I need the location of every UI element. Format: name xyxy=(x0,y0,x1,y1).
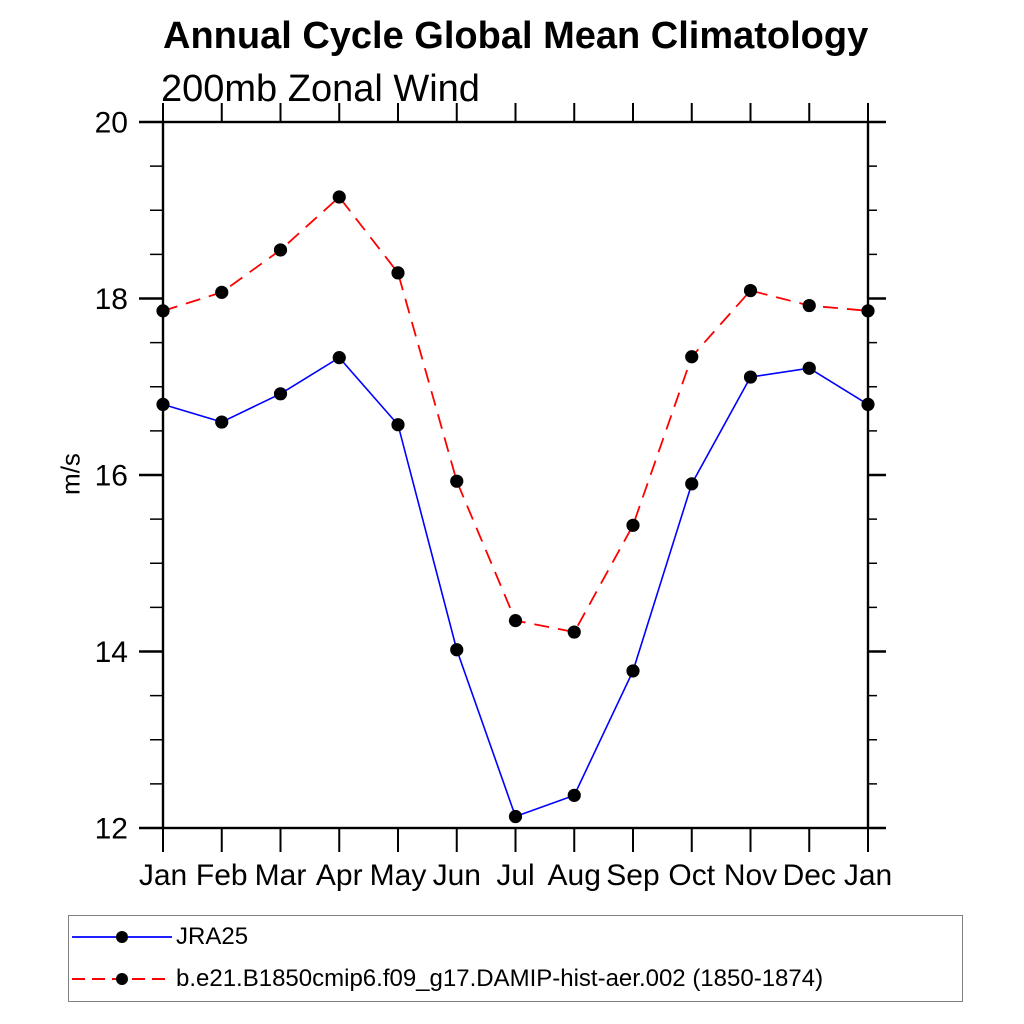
x-axis-tick-label: Dec xyxy=(783,859,836,892)
data-point-marker xyxy=(391,418,405,432)
data-point-marker xyxy=(743,370,758,384)
legend-line-sample xyxy=(72,973,172,985)
data-point-marker xyxy=(626,664,640,678)
y-axis-tick-label: 12 xyxy=(95,813,128,846)
chart-title: Annual Cycle Global Mean Climatology xyxy=(163,15,869,57)
legend-label: b.e21.B1850cmip6.f09_g17.DAMIP-hist-aer.… xyxy=(176,965,824,992)
data-point-marker xyxy=(508,614,523,628)
legend-label: JRA25 xyxy=(176,923,249,950)
data-point-marker xyxy=(685,477,699,491)
x-axis-tick-label: Apr xyxy=(316,859,363,892)
series-line-jra25 xyxy=(162,356,869,818)
x-axis-tick-label: Sep xyxy=(606,859,659,892)
x-axis-tick-label: Mar xyxy=(255,859,307,892)
data-point-marker xyxy=(802,298,816,313)
data-point-marker xyxy=(273,243,288,257)
legend-box: JRA25 b.e21.B1850cmip6.f09_g17.DAMIP-hist… xyxy=(68,915,963,1002)
x-axis-tick-label: Nov xyxy=(724,859,777,892)
data-point-marker xyxy=(861,397,875,411)
data-point-marker xyxy=(743,283,758,298)
data-point-marker xyxy=(450,643,464,657)
y-axis-tick-label: 18 xyxy=(95,283,128,316)
data-point-marker xyxy=(156,397,170,411)
legend-item-jra25: JRA25 xyxy=(69,916,962,958)
data-point-marker xyxy=(215,285,229,299)
data-point-marker xyxy=(567,788,581,802)
x-axis-tick-label: Jul xyxy=(496,859,534,892)
data-point-marker xyxy=(391,266,405,280)
data-point-marker xyxy=(332,351,346,365)
y-axis-tick-label: 16 xyxy=(95,460,128,493)
data-point-marker xyxy=(567,625,581,639)
x-axis-tick-label: Feb xyxy=(196,859,248,892)
series-line-model xyxy=(162,195,869,634)
x-axis-tick-label: Aug xyxy=(548,859,601,892)
data-point-marker xyxy=(215,415,229,429)
y-axis-tick-label: 14 xyxy=(95,636,128,669)
legend-item-model: b.e21.B1850cmip6.f09_g17.DAMIP-hist-aer.… xyxy=(69,958,962,1000)
plot-border xyxy=(161,120,870,830)
x-axis-tick-label: Jan xyxy=(139,859,187,892)
legend-line-sample xyxy=(72,931,172,943)
data-point-marker xyxy=(156,304,170,318)
data-point-marker xyxy=(802,361,816,375)
data-point-marker xyxy=(861,304,875,318)
x-axis-tick-label: Jun xyxy=(433,859,481,892)
data-point-marker xyxy=(685,350,699,364)
data-point-marker xyxy=(273,387,288,401)
y-axis-tick-label: 20 xyxy=(95,107,128,140)
x-axis-tick-label: Jan xyxy=(844,859,892,892)
legend-sample-marker xyxy=(116,931,128,943)
chart-subtitle: 200mb Zonal Wind xyxy=(161,68,480,110)
x-axis-tick-label: May xyxy=(370,859,427,892)
data-point-marker xyxy=(626,518,640,532)
data-point-marker xyxy=(450,474,464,488)
data-point-marker xyxy=(332,190,346,204)
data-point-marker xyxy=(508,809,523,824)
x-axis-tick-label: Oct xyxy=(668,859,715,892)
legend-sample-marker xyxy=(116,973,128,985)
